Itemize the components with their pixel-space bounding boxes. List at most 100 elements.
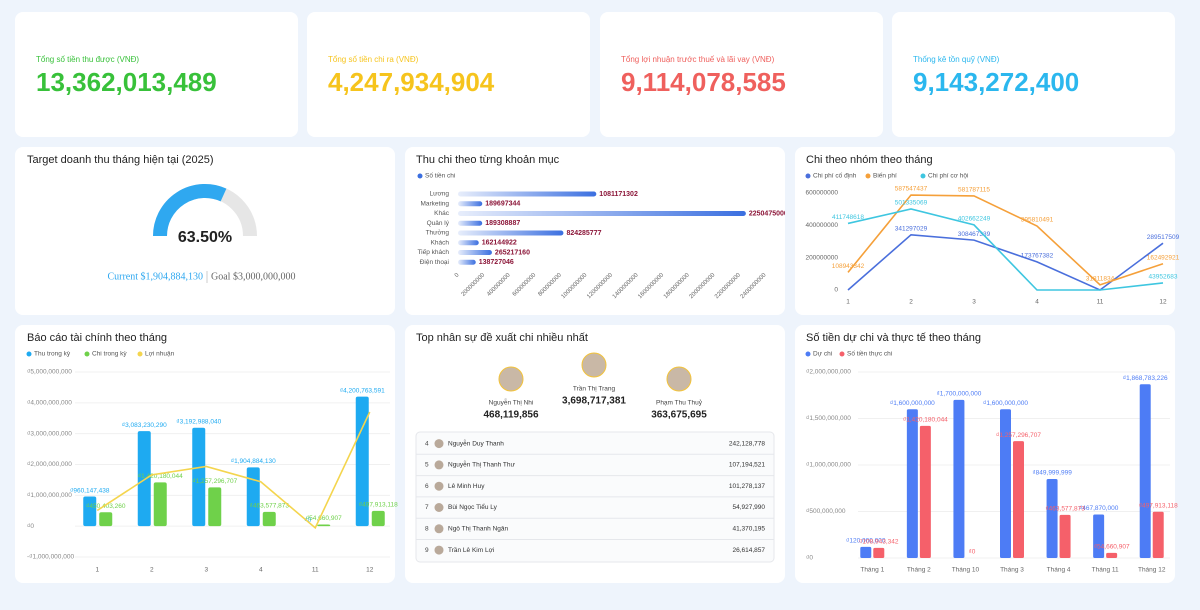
x-tick-label: 12 bbox=[1159, 299, 1167, 306]
rank: 5 bbox=[425, 462, 429, 469]
value-label: 108943342 bbox=[832, 263, 865, 270]
staff-amount: 54,927,990 bbox=[732, 504, 765, 511]
bar bbox=[906, 409, 918, 558]
kpi-label: Tổng số tiền thu được (VNĐ) bbox=[36, 55, 139, 64]
card-title: Top nhân sự đề xuất chi nhiều nhất bbox=[416, 332, 588, 344]
bar bbox=[137, 431, 151, 527]
y-tick-label: ₫1,500,000,000 bbox=[806, 415, 851, 422]
kpi-value: 9,114,078,585 bbox=[621, 67, 786, 97]
staff-name: Trần Lê Kim Lợi bbox=[448, 545, 494, 554]
value-label: 31811834 bbox=[1086, 276, 1115, 283]
gauge-goal: Goal $3,000,000,000 bbox=[211, 271, 295, 282]
y-tick-label: ₫4,000,000,000 bbox=[27, 400, 72, 407]
value-label: 289517509 bbox=[1147, 234, 1180, 241]
x-tick-label: 3 bbox=[972, 299, 976, 306]
kpi-card bbox=[600, 12, 883, 137]
bar bbox=[246, 467, 260, 527]
bar bbox=[262, 511, 276, 527]
line bbox=[847, 194, 1164, 286]
avatar bbox=[434, 481, 444, 491]
value-label: ₫3,192,988,040 bbox=[176, 418, 221, 425]
avatar bbox=[434, 439, 444, 449]
legend-label: Dự chi bbox=[813, 351, 832, 358]
gauge-value bbox=[153, 184, 227, 237]
value-label: 189697344 bbox=[485, 201, 520, 208]
x-tick-label: 2 bbox=[150, 567, 154, 574]
value-label: ₫497,913,118 bbox=[359, 502, 398, 509]
kpi-label: Tổng số tiền chi ra (VNĐ) bbox=[328, 55, 419, 64]
value-label: 162492921 bbox=[1147, 254, 1180, 261]
y-tick-label: Marketing bbox=[420, 200, 449, 207]
x-tick-label: 11 bbox=[312, 567, 319, 574]
staff-amount: 107,194,521 bbox=[729, 462, 766, 469]
bar bbox=[1046, 478, 1058, 558]
value-label: 162144922 bbox=[482, 240, 517, 247]
staff-amount: 101,278,137 bbox=[729, 483, 766, 490]
value-label: ₫1,257,296,707 bbox=[192, 478, 237, 485]
legend-marker bbox=[865, 173, 871, 179]
bar bbox=[371, 510, 385, 527]
y-tick-label: ₫500,000,000 bbox=[806, 508, 846, 515]
value-label: ₫463,577,873 bbox=[1045, 506, 1085, 513]
x-tick-label: Tháng 11 bbox=[1092, 567, 1119, 574]
legend-marker bbox=[839, 351, 845, 357]
y-tick-label: 200000000 bbox=[805, 254, 838, 261]
podium-amount: 468,119,856 bbox=[483, 410, 538, 421]
bar bbox=[83, 496, 97, 527]
bar bbox=[1152, 511, 1164, 558]
bar bbox=[860, 546, 872, 558]
legend-label: Lợi nhuận bbox=[145, 351, 175, 358]
gauge-label: 63.50% bbox=[178, 229, 232, 246]
value-label: ₫1,420,180,044 bbox=[903, 417, 948, 424]
bar bbox=[1013, 441, 1024, 558]
bar bbox=[458, 211, 746, 216]
line bbox=[96, 411, 371, 530]
value-label: ₫54,660,907 bbox=[306, 515, 342, 522]
legend-label: Số tiền chi bbox=[425, 171, 455, 180]
value-label: ₫0 bbox=[968, 549, 975, 556]
value-label: ₫1,868,783,226 bbox=[1123, 375, 1168, 382]
value-label: 587547437 bbox=[895, 186, 928, 193]
staff-amount: 41,370,195 bbox=[732, 526, 765, 533]
value-label: 2250475000 bbox=[749, 210, 788, 217]
value-label: ₫497,913,118 bbox=[1139, 502, 1178, 509]
value-label: ₫54,660,907 bbox=[1094, 544, 1130, 551]
value-label: 395810491 bbox=[1021, 217, 1054, 224]
value-label: ₫467,870,000 bbox=[1079, 505, 1119, 512]
avatar bbox=[498, 366, 524, 392]
value-label: ₫450,403,260 bbox=[86, 503, 126, 510]
chart-title: Số tiền dự chi và thực tế theo tháng bbox=[806, 332, 981, 344]
value-label: 173767382 bbox=[1021, 253, 1054, 260]
legend-label: Thu trong kỳ bbox=[34, 351, 71, 358]
staff-name: Ngô Thị Thanh Ngân bbox=[448, 526, 508, 533]
legend-label: Biến phí bbox=[873, 171, 897, 180]
value-label: 138727046 bbox=[479, 259, 514, 266]
value-label: ₫108,943,342 bbox=[859, 539, 899, 546]
y-tick-label: Quản lý bbox=[427, 220, 450, 227]
podium-amount: 363,675,695 bbox=[651, 410, 707, 421]
kpi-label: Thống kê tồn quỹ (VNĐ) bbox=[913, 55, 1000, 64]
value-label: ₫1,257,296,707 bbox=[996, 432, 1041, 439]
value-label: 308467339 bbox=[958, 231, 991, 238]
value-label: ₫1,600,000,000 bbox=[983, 400, 1028, 407]
avatar bbox=[434, 524, 444, 534]
avatar bbox=[434, 545, 444, 555]
rank: 7 bbox=[425, 504, 429, 511]
x-tick-label: 3 bbox=[204, 567, 208, 574]
value-label: 411748618 bbox=[832, 214, 864, 221]
staff-name: Nguyễn Thị Thanh Thư bbox=[448, 460, 516, 469]
avatar bbox=[434, 503, 444, 512]
y-tick-label: Thưởng bbox=[426, 229, 450, 237]
y-tick-label: Lương bbox=[430, 191, 450, 198]
value-label: ₫0 bbox=[304, 517, 311, 524]
avatar bbox=[434, 460, 444, 470]
staff-name: Lê Minh Huy bbox=[448, 483, 485, 490]
x-tick-label: 4 bbox=[259, 567, 263, 574]
kpi-card bbox=[15, 12, 298, 137]
value-label: 501335069 bbox=[895, 200, 928, 207]
y-tick-label: ₫2,000,000,000 bbox=[27, 461, 72, 468]
legend-marker bbox=[805, 351, 811, 357]
chart-card bbox=[15, 147, 395, 315]
